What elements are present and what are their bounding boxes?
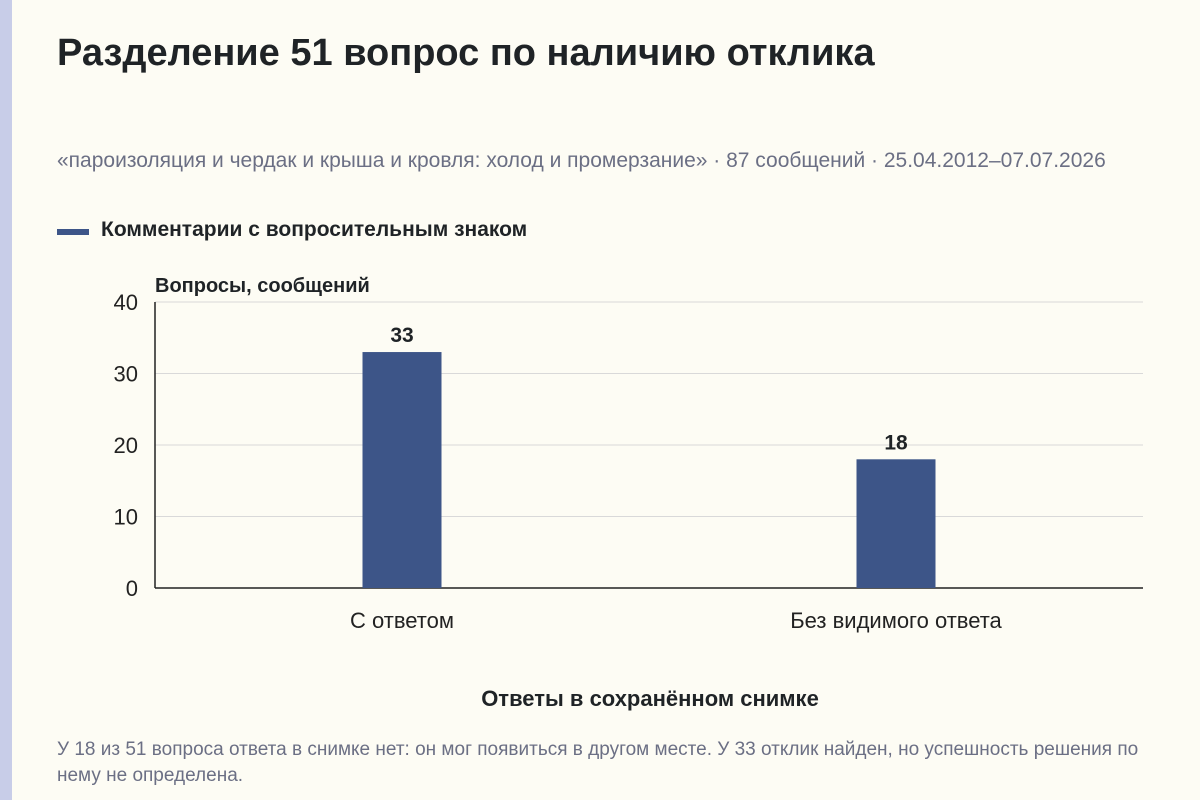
y-tick-label: 10 [114, 505, 138, 530]
x-axis-title: Ответы в сохранённом снимке [481, 686, 819, 711]
bar [856, 459, 936, 588]
legend: Комментарии с вопросительным знаком [57, 218, 527, 242]
page-title: Разделение 51 вопрос по наличию отклика [57, 32, 875, 74]
legend-label: Комментарии с вопросительным знаком [101, 218, 528, 241]
y-tick-label: 0 [126, 576, 138, 601]
accent-strip [0, 0, 12, 800]
x-tick-label: С ответом [350, 608, 454, 633]
footnote: У 18 из 51 вопроса ответа в снимке нет: … [57, 739, 1139, 786]
chart-subtitle: «пароизоляция и чердак и крыша и кровля:… [57, 149, 1106, 172]
y-axis-title: Вопросы, сообщений [155, 275, 370, 297]
y-tick-label: 30 [114, 362, 138, 387]
y-tick-label: 20 [114, 433, 138, 458]
bar-value-label: 33 [390, 324, 413, 347]
legend-swatch [57, 229, 89, 235]
x-tick-label: Без видимого ответа [790, 608, 1002, 633]
y-tick-label: 40 [114, 290, 138, 315]
bar-value-label: 18 [884, 431, 908, 454]
bar [362, 352, 442, 588]
